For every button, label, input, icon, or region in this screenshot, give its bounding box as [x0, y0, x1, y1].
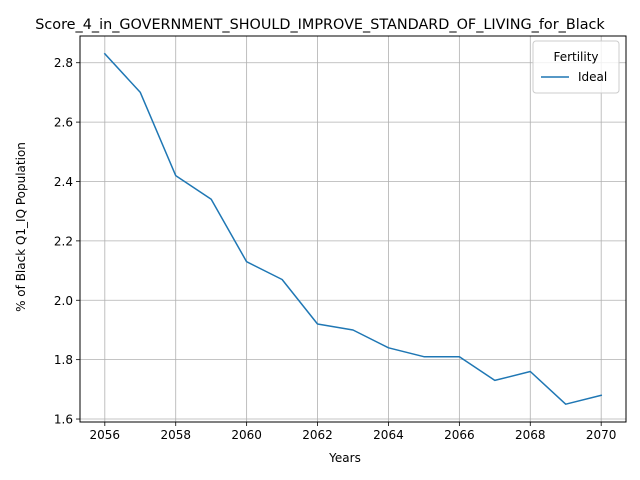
y-axis: 1.6 1.8 2.0 2.2 2.4 2.6 2.8 [54, 56, 80, 427]
x-tick-label: 2064 [373, 428, 404, 442]
legend: Fertility Ideal [532, 40, 620, 94]
chart-title: Score_4_in_GOVERNMENT_SHOULD_IMPROVE_STA… [35, 17, 605, 33]
y-tick-label: 2.6 [54, 116, 73, 130]
series-layer [103, 52, 603, 405]
x-tick-label: 2062 [302, 428, 333, 442]
x-axis-label: Years [328, 451, 361, 465]
plot-frame [79, 35, 627, 423]
grid [80, 36, 626, 422]
legend-title: Fertility [553, 50, 598, 64]
y-tick-label: 2.2 [54, 234, 73, 248]
x-tick-label: 2056 [90, 428, 121, 442]
legend-label-ideal: Ideal [578, 70, 607, 84]
y-axis-label: % of Black Q1_IQ Population [14, 142, 28, 312]
y-tick-label: 1.8 [54, 353, 73, 367]
x-tick-label: 2070 [586, 428, 617, 442]
y-tick-label: 2.0 [54, 294, 73, 308]
y-tick-label: 1.6 [54, 413, 73, 427]
y-tick-label: 2.4 [54, 175, 73, 189]
x-tick-label: 2058 [160, 428, 191, 442]
x-tick-label: 2060 [231, 428, 262, 442]
x-tick-label: 2066 [444, 428, 475, 442]
legend-box [532, 40, 620, 94]
x-tick-label: 2068 [515, 428, 546, 442]
y-tick-label: 2.8 [54, 56, 73, 70]
x-axis: 2056 2058 2060 2062 2064 2066 2068 2070 [90, 422, 617, 442]
series-line-ideal [103, 52, 603, 405]
